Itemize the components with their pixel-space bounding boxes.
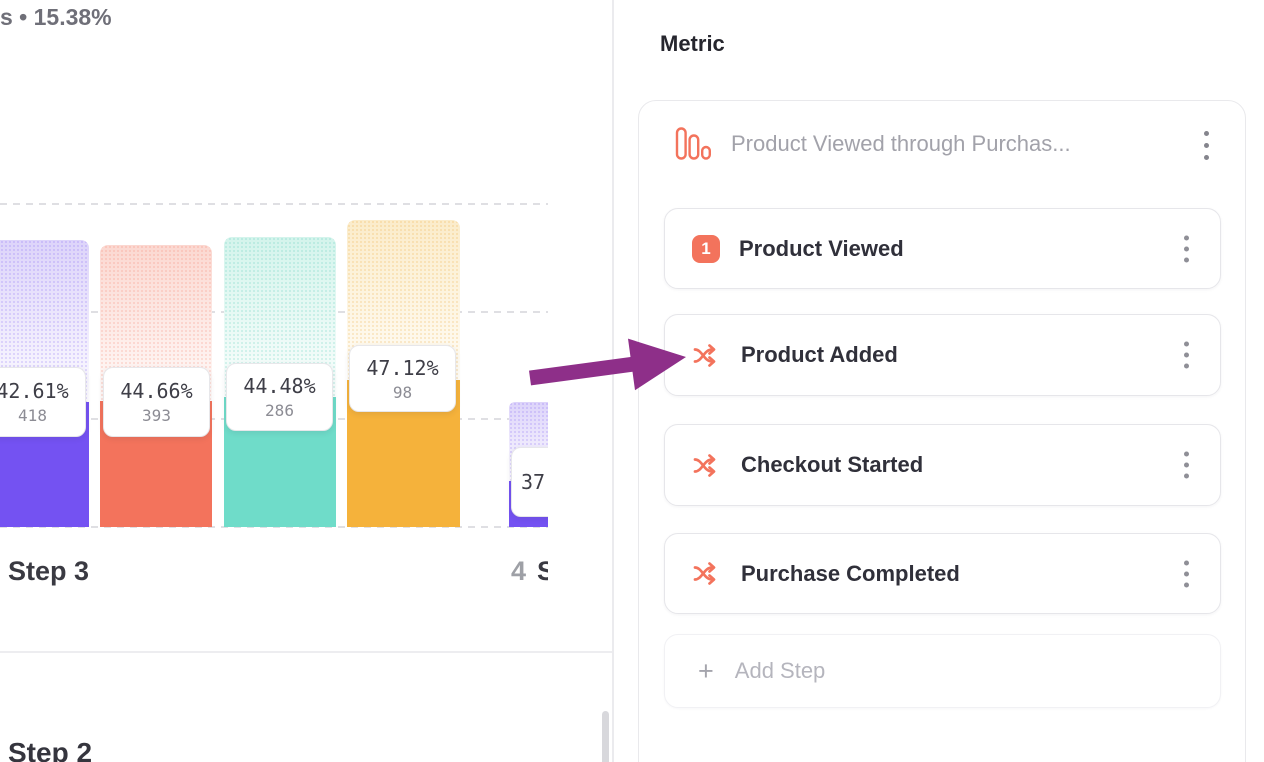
panel-divider (612, 0, 614, 762)
step-menu-icon[interactable] (1184, 235, 1189, 262)
step-menu-icon[interactable] (1184, 560, 1189, 587)
axis-next-group-number: 4 (511, 556, 527, 586)
metric-card: Product Viewed through Purchas... 1 Prod… (638, 100, 1246, 762)
axis-next-group-label-fragment: S (537, 556, 548, 586)
conversion-count: 98 (392, 382, 413, 402)
value-card: 42.61% 418 (0, 367, 86, 437)
metric-header-row[interactable]: Product Viewed through Purchas... (639, 101, 1245, 161)
step-label: Checkout Started (741, 452, 924, 477)
conversion-pct: 37 (521, 470, 546, 494)
add-step-button[interactable]: + Add Step (664, 634, 1221, 708)
funnel-chart-area: s • 15.38% 42.61% 418 (0, 0, 548, 762)
step-card-product-viewed[interactable]: 1 Product Viewed (664, 208, 1221, 289)
step-number-badge: 1 (692, 234, 720, 263)
next-section-title: Step 2 (8, 737, 93, 762)
metric-name-label: Product Viewed through Purchas... (731, 131, 1071, 156)
conversion-count: 418 (18, 406, 47, 425)
metric-menu-icon[interactable] (1204, 131, 1209, 160)
conversion-count: 286 (265, 401, 294, 420)
shuffle-icon (692, 452, 722, 479)
gridline (0, 203, 548, 205)
add-step-label: Add Step (734, 658, 826, 683)
value-card: 44.48% 286 (226, 363, 333, 431)
plus-icon: + (698, 655, 714, 686)
step-card-checkout-started[interactable]: Checkout Started (664, 424, 1221, 506)
shuffle-icon (692, 342, 722, 369)
chart-header-fragment: s • 15.38% (0, 4, 112, 30)
gridline (0, 526, 548, 528)
conversion-pct: 47.12% (366, 355, 439, 380)
step-menu-icon[interactable] (1184, 451, 1189, 479)
step-label: Purchase Completed (741, 560, 960, 586)
conversion-pct: 44.48% (243, 374, 316, 398)
funnel-chart-icon (675, 127, 712, 165)
scrollbar-thumb[interactable] (602, 711, 609, 762)
step-label: Product Viewed (739, 235, 904, 261)
step-card-product-added[interactable]: Product Added (664, 314, 1221, 396)
conversion-count: 393 (142, 406, 171, 425)
shuffle-icon (692, 560, 722, 587)
section-divider (0, 651, 612, 653)
value-card: 47.12% 98 (349, 345, 456, 412)
conversion-pct: 44.66% (120, 379, 193, 403)
funnel-chart-panel: s • 15.38% 42.61% 418 (0, 0, 612, 762)
axis-group-label: Step 3 (8, 556, 90, 586)
conversion-pct: 42.61% (0, 379, 69, 403)
step-label: Product Added (741, 342, 898, 367)
value-card: 37 (511, 447, 548, 517)
step-menu-icon[interactable] (1184, 341, 1189, 369)
value-card: 44.66% 393 (103, 367, 210, 437)
metric-panel-title: Metric (660, 31, 725, 56)
step-card-purchase-completed[interactable]: Purchase Completed (664, 533, 1221, 614)
